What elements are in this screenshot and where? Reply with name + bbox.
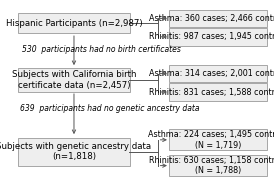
Text: Rhinitis: 630 cases; 1,158 controls
(N = 1,788): Rhinitis: 630 cases; 1,158 controls (N =…: [149, 156, 274, 175]
Text: 530  participants had no birth certificates: 530 participants had no birth certificat…: [22, 45, 181, 54]
Text: Rhinitis: 831 cases; 1,588 controls: Rhinitis: 831 cases; 1,588 controls: [149, 88, 274, 96]
FancyBboxPatch shape: [18, 68, 130, 92]
Text: Subjects with California birth
certificate data (n=2,457): Subjects with California birth certifica…: [12, 70, 136, 90]
Text: Asthma: 360 cases; 2,466 controls: Asthma: 360 cases; 2,466 controls: [149, 14, 274, 23]
FancyBboxPatch shape: [169, 129, 267, 151]
FancyBboxPatch shape: [169, 65, 267, 82]
FancyBboxPatch shape: [18, 13, 130, 33]
FancyBboxPatch shape: [18, 138, 130, 166]
Text: Subjects with genetic ancestry data
(n=1,818): Subjects with genetic ancestry data (n=1…: [0, 142, 152, 162]
FancyBboxPatch shape: [169, 28, 267, 45]
Text: 639  participants had no genetic ancestry data: 639 participants had no genetic ancestry…: [20, 105, 199, 113]
Text: Hispanic Participants (n=2,987): Hispanic Participants (n=2,987): [6, 19, 142, 27]
FancyBboxPatch shape: [169, 83, 267, 101]
Text: Asthma: 224 cases; 1,495 controls
(N = 1,719): Asthma: 224 cases; 1,495 controls (N = 1…: [149, 130, 274, 150]
FancyBboxPatch shape: [169, 10, 267, 27]
Text: Rhinitis: 987 cases; 1,945 controls: Rhinitis: 987 cases; 1,945 controls: [149, 32, 274, 41]
FancyBboxPatch shape: [169, 155, 267, 176]
Text: Asthma: 314 cases; 2,001 controls: Asthma: 314 cases; 2,001 controls: [149, 69, 274, 78]
